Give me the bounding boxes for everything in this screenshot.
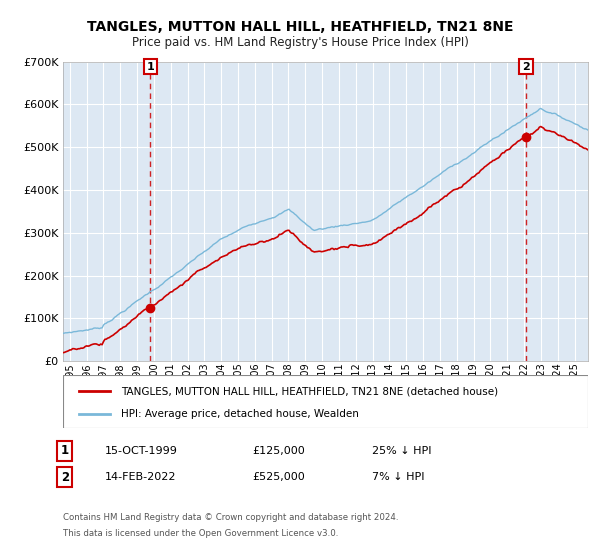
Text: Contains HM Land Registry data © Crown copyright and database right 2024.: Contains HM Land Registry data © Crown c… (63, 513, 398, 522)
Text: 15-OCT-1999: 15-OCT-1999 (105, 446, 178, 456)
Text: HPI: Average price, detached house, Wealden: HPI: Average price, detached house, Weal… (121, 408, 359, 418)
Text: 2: 2 (522, 62, 530, 72)
Text: 1: 1 (146, 62, 154, 72)
Text: 25% ↓ HPI: 25% ↓ HPI (372, 446, 431, 456)
FancyBboxPatch shape (63, 375, 588, 428)
Text: 14-FEB-2022: 14-FEB-2022 (105, 472, 176, 482)
Text: TANGLES, MUTTON HALL HILL, HEATHFIELD, TN21 8NE: TANGLES, MUTTON HALL HILL, HEATHFIELD, T… (87, 20, 513, 34)
Text: This data is licensed under the Open Government Licence v3.0.: This data is licensed under the Open Gov… (63, 529, 338, 538)
Text: 7% ↓ HPI: 7% ↓ HPI (372, 472, 425, 482)
Text: 2: 2 (61, 470, 69, 484)
Text: TANGLES, MUTTON HALL HILL, HEATHFIELD, TN21 8NE (detached house): TANGLES, MUTTON HALL HILL, HEATHFIELD, T… (121, 386, 498, 396)
Text: £125,000: £125,000 (252, 446, 305, 456)
Text: £525,000: £525,000 (252, 472, 305, 482)
Text: 1: 1 (61, 444, 69, 458)
Text: Price paid vs. HM Land Registry's House Price Index (HPI): Price paid vs. HM Land Registry's House … (131, 36, 469, 49)
